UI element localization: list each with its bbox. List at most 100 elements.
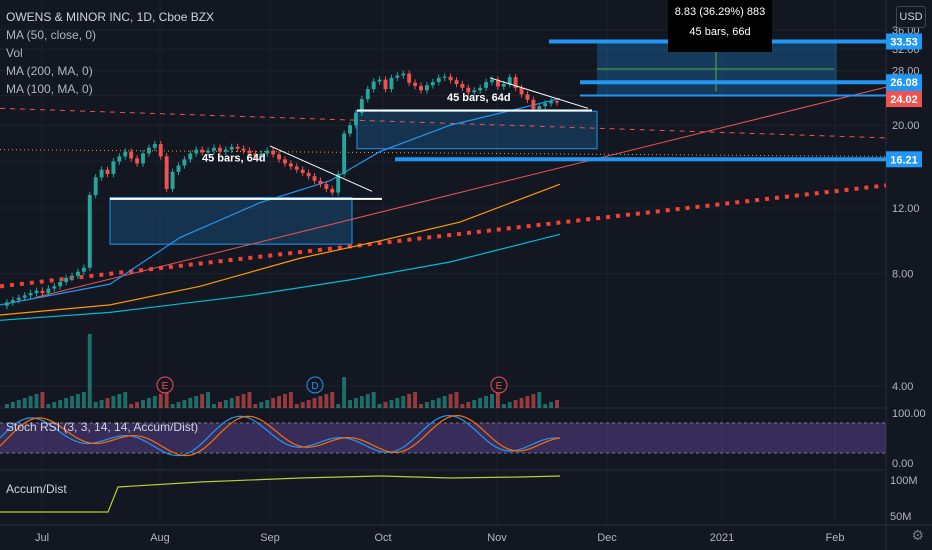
symbol-title[interactable]: OWENS & MINOR INC, 1D, Cboe BZX (6, 10, 215, 24)
ma50-legend[interactable]: MA (50, close, 0) (6, 28, 97, 42)
price-tag-label: 26.08 (890, 77, 918, 89)
x-tick-label: Feb (826, 532, 845, 544)
candle-body (478, 87, 483, 91)
trend-line (34, 86, 887, 299)
candle-body (324, 184, 329, 189)
candle-body (454, 80, 459, 84)
candle-body (501, 83, 506, 87)
volume-bar (46, 404, 51, 408)
candle-body (531, 99, 536, 110)
volume-bar (182, 400, 187, 408)
volume-bar (117, 394, 122, 408)
volume-bar (229, 398, 234, 408)
volume-bar (217, 402, 222, 408)
volume-bar (158, 394, 163, 408)
candle-body (247, 150, 252, 154)
y-tick-label: 8.00 (892, 269, 913, 281)
currency-button[interactable]: USD (896, 6, 926, 28)
candle-body (34, 290, 39, 294)
candle-body (419, 85, 423, 91)
chart-legend: OWENS & MINOR INC, 1D, Cboe BZX MA (50, … (6, 8, 214, 98)
candle-body (141, 153, 145, 164)
volume-bar (188, 398, 193, 408)
candle-body (371, 81, 376, 90)
volume-bar (448, 394, 453, 408)
volume-bar (235, 396, 240, 408)
volume-bar (419, 404, 423, 408)
candle-body (389, 77, 394, 90)
candle-body (70, 275, 74, 278)
volume-bar (277, 396, 281, 408)
candle-body (217, 147, 222, 152)
candle-body (424, 85, 429, 91)
volume-bar (200, 394, 205, 408)
event-marker-label: E (496, 381, 503, 392)
candle-body (10, 300, 15, 303)
volume-bar (318, 396, 323, 408)
volume-bar (135, 402, 140, 408)
candle-body (5, 302, 9, 306)
candle-body (64, 277, 69, 283)
candle-body (235, 146, 240, 149)
ma200-line (0, 183, 561, 316)
candle-body (318, 180, 323, 185)
candle-body (549, 101, 554, 104)
candle-body (75, 271, 80, 276)
price-tag-label: 24.02 (890, 94, 918, 106)
ma100-legend[interactable]: MA (100, MA, 0) (6, 82, 93, 96)
volume-bar (359, 396, 364, 408)
volume-bar (28, 396, 33, 408)
y-tick-label: 12.00 (892, 203, 920, 215)
measure-change: 8.83 (36.29%) 883 (674, 6, 766, 18)
candle-body (495, 79, 500, 87)
volume-bar (543, 404, 548, 408)
volume-bar (555, 400, 559, 408)
candle-body (537, 106, 542, 110)
candle-body (330, 188, 335, 193)
volume-bar (389, 400, 394, 408)
candle-body (182, 159, 187, 166)
accum-dist-legend[interactable]: Accum/Dist (6, 482, 67, 496)
volume-bar (223, 400, 228, 408)
candle-body (58, 282, 63, 287)
volume-bar (34, 394, 39, 408)
volume-bar (241, 394, 246, 408)
candle-body (306, 172, 311, 177)
volume-bar (141, 400, 145, 408)
volume-bar (105, 398, 110, 408)
ma200-legend[interactable]: MA (200, MA, 0) (6, 64, 93, 78)
candle-body (288, 163, 293, 167)
x-tick-label: Jul (35, 532, 49, 544)
x-tick-label: Oct (374, 532, 391, 544)
candle-body (283, 159, 287, 164)
volume-bar (312, 398, 317, 408)
accum-tick-label: 100M (890, 475, 918, 487)
dashed-trend (0, 107, 887, 139)
candle-body (395, 75, 400, 78)
x-tick-label: Nov (487, 532, 507, 544)
stoch-tick-label: 100.00 (892, 408, 926, 420)
volume-bar (348, 400, 352, 408)
volume-bar (495, 392, 500, 408)
volume-legend[interactable]: Vol (6, 46, 23, 60)
candle-body (460, 83, 465, 88)
candle-body (490, 79, 494, 83)
stoch-rsi-legend[interactable]: Stoch RSI (3, 3, 14, 14, Accum/Dist) (6, 420, 199, 434)
candle-body (87, 195, 92, 268)
gear-icon[interactable]: ⚙ (911, 527, 924, 543)
volume-bar (294, 404, 299, 408)
candle-body (170, 171, 175, 189)
candle-body (294, 166, 299, 170)
candle-body (365, 89, 370, 100)
volume-bar (111, 396, 116, 408)
volume-bar (501, 404, 506, 408)
x-tick-label: 2021 (710, 532, 734, 544)
event-marker (156, 376, 174, 394)
event-marker (306, 376, 324, 394)
volume-bar (170, 404, 175, 408)
volume-bar (460, 404, 465, 408)
volume-bar (10, 402, 15, 408)
accum-tick-label: 50M (890, 511, 911, 523)
candle-body (271, 150, 276, 155)
